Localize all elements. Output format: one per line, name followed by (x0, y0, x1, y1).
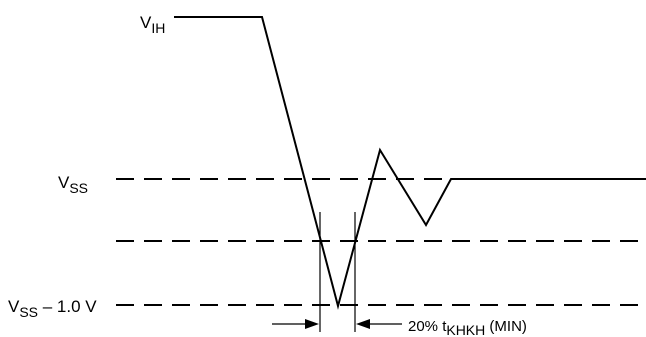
vih-label: VIH (140, 13, 165, 36)
timing-annotation: 20% tKHKH (MIN) (408, 318, 527, 337)
timing-arrow-left-head (305, 319, 319, 329)
vss-label: VSS (58, 173, 88, 196)
timing-arrow-right-head (356, 319, 370, 329)
signal-waveform (174, 16, 646, 310)
vss-minus-1v-label: VSS – 1.0 V (8, 297, 97, 320)
